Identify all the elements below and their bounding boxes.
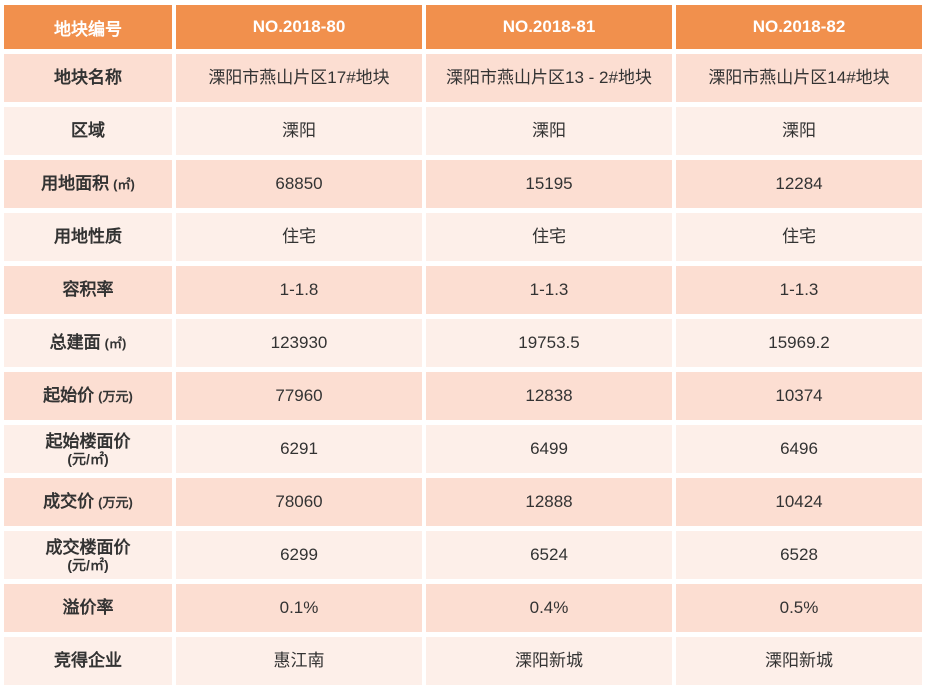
- row-label-cell: 起始楼面价 (元/㎡): [4, 425, 172, 473]
- table-row: 用地性质 住宅 住宅 住宅: [4, 213, 922, 261]
- row-unit: (㎡): [104, 336, 127, 352]
- value-cell: 溧阳市燕山片区13 - 2#地块: [426, 54, 672, 102]
- row-label-cell: 总建面 (㎡): [4, 319, 172, 367]
- table-row: 总建面 (㎡) 123930 19753.5 15969.2: [4, 319, 922, 367]
- row-label-cell: 成交楼面价 (元/㎡): [4, 531, 172, 579]
- value-cell: 住宅: [426, 213, 672, 261]
- value-cell: 10424: [676, 478, 922, 526]
- row-label-cell: 区域: [4, 107, 172, 155]
- row-label-cell: 用地性质: [4, 213, 172, 261]
- header-cell-plot-number-label: 地块编号: [4, 5, 172, 49]
- row-unit: (万元): [98, 495, 133, 511]
- table-row: 起始楼面价 (元/㎡) 6291 6499 6496: [4, 425, 922, 473]
- row-label-cell: 成交价 (万元): [4, 478, 172, 526]
- row-unit: (㎡): [113, 177, 135, 193]
- row-label: 地块名称: [54, 68, 122, 88]
- value-cell: 溧阳新城: [676, 637, 922, 685]
- table-row: 起始价 (万元) 77960 12838 10374: [4, 372, 922, 420]
- value-cell: 住宅: [676, 213, 922, 261]
- table-body: 地块名称 溧阳市燕山片区17#地块 溧阳市燕山片区13 - 2#地块 溧阳市燕山片区1…: [4, 54, 922, 685]
- value-cell: 1-1.8: [176, 266, 422, 314]
- value-cell: 溧阳: [176, 107, 422, 155]
- row-label: 用地面积: [41, 174, 110, 194]
- value-cell: 123930: [176, 319, 422, 367]
- value-cell: 6499: [426, 425, 672, 473]
- value-cell: 10374: [676, 372, 922, 420]
- row-label: 用地性质: [54, 227, 122, 247]
- table-row: 溢价率 0.1% 0.4% 0.5%: [4, 584, 922, 632]
- table-row: 容积率 1-1.8 1-1.3 1-1.3: [4, 266, 922, 314]
- value-cell: 6299: [176, 531, 422, 579]
- value-cell: 0.5%: [676, 584, 922, 632]
- value-cell: 1-1.3: [426, 266, 672, 314]
- table-row: 成交楼面价 (元/㎡) 6299 6524 6528: [4, 531, 922, 579]
- value-cell: 6291: [176, 425, 422, 473]
- row-unit: (元/㎡): [67, 556, 109, 573]
- table-row: 区域 溧阳 溧阳 溧阳: [4, 107, 922, 155]
- value-cell: 溧阳市燕山片区14#地块: [676, 54, 922, 102]
- table-row: 成交价 (万元) 78060 12888 10424: [4, 478, 922, 526]
- row-label: 区域: [71, 121, 105, 141]
- value-cell: 68850: [176, 160, 422, 208]
- value-cell: 78060: [176, 478, 422, 526]
- value-cell: 15969.2: [676, 319, 922, 367]
- value-cell: 12284: [676, 160, 922, 208]
- header-cell-plot-number: NO.2018-81: [426, 5, 672, 49]
- row-label-cell: 起始价 (万元): [4, 372, 172, 420]
- row-unit: (万元): [98, 389, 133, 405]
- row-label: 成交价: [43, 492, 95, 512]
- value-cell: 1-1.3: [676, 266, 922, 314]
- row-label-cell: 容积率: [4, 266, 172, 314]
- row-label-cell: 用地面积 (㎡): [4, 160, 172, 208]
- row-label-cell: 溢价率: [4, 584, 172, 632]
- table-row: 竞得企业 惠江南 溧阳新城 溧阳新城: [4, 637, 922, 685]
- value-cell: 77960: [176, 372, 422, 420]
- row-label: 起始价: [43, 386, 95, 406]
- value-cell: 溧阳新城: [426, 637, 672, 685]
- row-label: 竞得企业: [54, 651, 122, 671]
- value-cell: 6496: [676, 425, 922, 473]
- value-cell: 住宅: [176, 213, 422, 261]
- value-cell: 12838: [426, 372, 672, 420]
- value-cell: 19753.5: [426, 319, 672, 367]
- row-label: 容积率: [62, 280, 114, 300]
- value-cell: 溧阳市燕山片区17#地块: [176, 54, 422, 102]
- table-header-row: 地块编号 NO.2018-80 NO.2018-81 NO.2018-82: [4, 5, 922, 49]
- row-label: 起始楼面价: [45, 431, 131, 451]
- row-label-cell: 竞得企业: [4, 637, 172, 685]
- value-cell: 12888: [426, 478, 672, 526]
- header-cell-plot-number: NO.2018-82: [676, 5, 922, 49]
- row-unit: (元/㎡): [67, 450, 109, 467]
- value-cell: 6524: [426, 531, 672, 579]
- header-cell-plot-number: NO.2018-80: [176, 5, 422, 49]
- table-row: 地块名称 溧阳市燕山片区17#地块 溧阳市燕山片区13 - 2#地块 溧阳市燕山片区1…: [4, 54, 922, 102]
- value-cell: 6528: [676, 531, 922, 579]
- value-cell: 0.4%: [426, 584, 672, 632]
- row-label: 溢价率: [62, 598, 114, 618]
- row-label: 总建面: [49, 333, 101, 353]
- value-cell: 惠江南: [176, 637, 422, 685]
- table-row: 用地面积 (㎡) 68850 15195 12284: [4, 160, 922, 208]
- value-cell: 0.1%: [176, 584, 422, 632]
- row-label: 成交楼面价: [45, 537, 131, 557]
- row-label-cell: 地块名称: [4, 54, 172, 102]
- value-cell: 溧阳: [676, 107, 922, 155]
- value-cell: 15195: [426, 160, 672, 208]
- value-cell: 溧阳: [426, 107, 672, 155]
